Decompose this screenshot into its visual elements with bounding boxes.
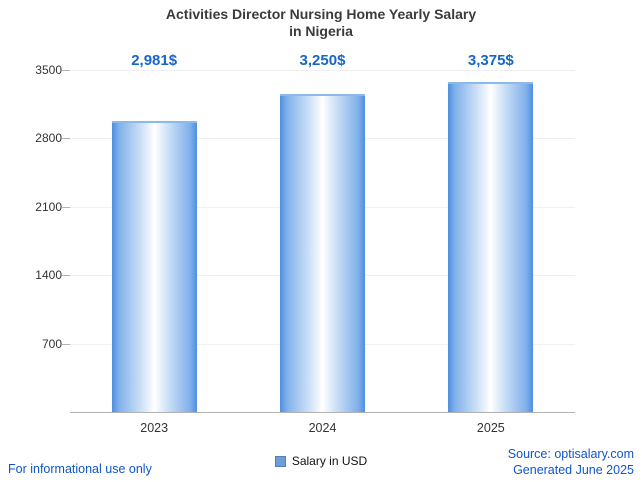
disclaimer-text: For informational use only: [8, 462, 152, 476]
salary-bar-2023: [111, 120, 197, 412]
generated-date: Generated June 2025: [513, 463, 634, 477]
chart-title-line1: Activities Director Nursing Home Yearly …: [165, 6, 477, 22]
plot-area: 700 1400 2100 2800 3500 2,981$ 2023 3,250$ 2024 3…: [35, 52, 575, 435]
y-axis-tick: [62, 343, 70, 345]
y-axis-tick-label: 700: [41, 336, 62, 351]
y-axis-tick-label: 2800: [35, 131, 62, 146]
salary-bar-2024: [280, 94, 365, 412]
bar-value-label: 2,981$: [131, 52, 178, 69]
bar-value-label: 3,250$: [299, 52, 346, 69]
source-link[interactable]: Source: optisalary.com: [507, 447, 634, 461]
y-axis-tick: [62, 70, 70, 71]
legend-swatch-icon: [274, 455, 286, 467]
salary-bar-2025: [448, 82, 534, 412]
bar-value-label: 3,375$: [467, 52, 514, 69]
x-axis-label: 2025: [476, 421, 505, 435]
legend-label: Salary in USD: [291, 454, 368, 468]
y-axis-tick-label: 1400: [35, 268, 62, 283]
x-axis-label: 2023: [140, 421, 169, 435]
source-block: Source: optisalary.com Generated June 20…: [508, 446, 634, 478]
y-axis-tick: [62, 138, 70, 140]
x-axis-label: 2024: [308, 421, 337, 435]
y-axis-tick-label: 2100: [35, 199, 62, 214]
gridline: [70, 70, 575, 71]
chart-legend: Salary in USD: [0, 454, 642, 468]
chart-title: Activities Director Nursing Home Yearly …: [0, 6, 642, 40]
y-axis-tick: [62, 275, 70, 277]
y-axis-tick: [62, 206, 70, 208]
y-axis-tick-label: 3500: [35, 63, 62, 77]
chart-title-line2: in Nigeria: [289, 23, 353, 39]
